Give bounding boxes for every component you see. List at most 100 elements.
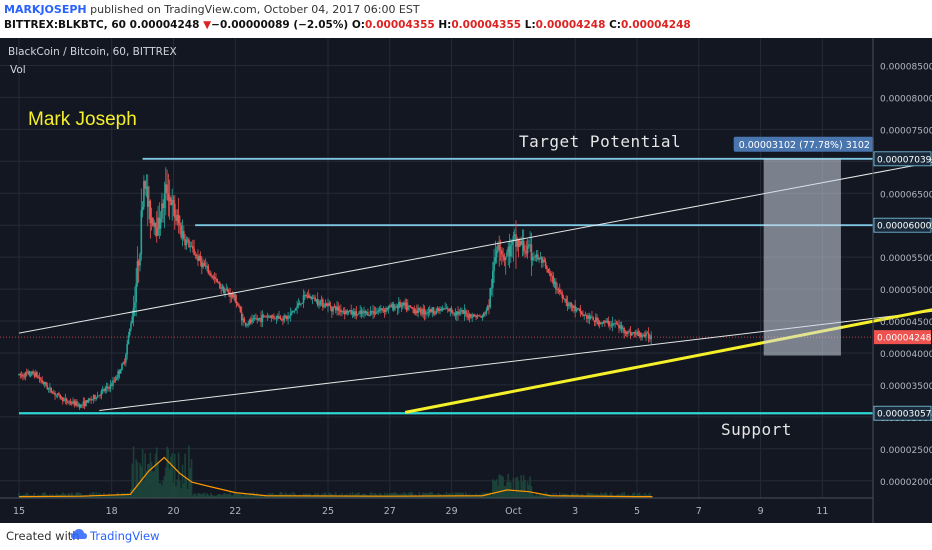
candle-body [464,310,467,314]
volume-bar [486,492,489,498]
candle-body [401,302,404,305]
candle-body [76,401,78,406]
candle-body [167,193,170,202]
volume-bar [515,477,517,498]
candle-body [121,363,123,370]
volume-bar [139,463,141,498]
candle-body [373,311,376,315]
candle-body [566,302,569,306]
candle-body [392,304,395,310]
volume-bar [248,492,251,498]
candle-body [379,308,382,310]
candle-body [445,308,448,310]
candle-body [300,303,302,305]
candle-body [305,295,307,297]
volume-bar [431,492,434,498]
candle-body [280,318,283,320]
candle-body [410,306,413,309]
volume-bar [356,492,359,498]
candle-body [69,401,72,404]
candle-body [548,272,551,274]
candle-body [472,314,475,317]
candle-body [309,296,311,298]
volume-bar [153,471,155,498]
candle-body [320,299,323,302]
price-label: 0.00007039 [877,155,932,165]
volume-bar [391,492,394,498]
candle-body [238,305,240,308]
volume-bar [43,492,46,498]
volume-bar [464,492,467,498]
candle-body [145,186,148,189]
candle-body [598,322,601,325]
candle-body [499,250,502,252]
candle-body [65,398,68,402]
candle-body [45,382,47,387]
volume-bar [149,452,152,498]
y-tick-label: 0.00008500 [880,62,932,72]
candle-body [18,374,20,376]
candle-body [387,306,390,310]
candle-body [173,203,176,218]
volume-bar [186,488,189,498]
candle-body [403,302,405,306]
candle-body [647,332,650,339]
volume-bar [189,468,192,498]
volume-bar [195,495,198,498]
candle-body [298,303,301,305]
candle-body [426,312,428,314]
y-tick-label: 0.00006500 [880,190,932,200]
volume-bar [203,492,206,498]
candle-body [172,200,175,204]
candle-body [91,399,94,400]
volume-bar [413,495,416,498]
candle-body [333,306,336,308]
candle-body [641,335,643,338]
volume-bar [537,495,539,498]
candle-body [361,312,364,314]
candle-body [449,308,452,312]
candle-body [367,311,369,316]
volume-bar [513,492,516,498]
volume-bar [498,474,501,498]
candle-body [168,197,171,202]
price-chart[interactable]: 0.00003102 (77.78%) 3102 0.00008500 0.000… [0,38,932,523]
y-tick-label: 0.00007500 [880,126,932,136]
candle-body [257,318,260,320]
candle-body [553,281,556,285]
author-link[interactable]: MARKJOSEPH [4,3,87,16]
volume-bar [418,492,421,498]
candle-body [306,295,309,297]
candle-body [495,250,498,258]
candle-body [302,295,305,303]
candle-body [645,332,647,337]
tradingview-link[interactable]: TradingView [90,529,160,543]
volume-bar [369,492,372,498]
candle-body [25,372,28,374]
candle-body [409,305,412,307]
candle-body [567,304,570,306]
volume-bar [292,492,295,498]
candle-body [419,309,422,314]
candle-body [506,252,508,257]
candle-body [247,324,249,325]
measure-projection[interactable]: 0.00003102 (77.78%) 3102 [733,136,874,356]
volume-bar [204,495,207,498]
volume-bar [249,493,252,498]
candle-body [640,332,642,338]
candle-body [141,207,144,211]
candle-body [552,275,555,285]
volume-bar [444,495,446,498]
candle-body [273,315,275,319]
x-tick-label: 25 [322,506,334,517]
candle-body [220,288,222,289]
x-tick-label: Oct [505,506,522,517]
candle-body [551,275,553,277]
volume-bar [122,495,125,498]
volume-bar [408,492,410,498]
candle-body [154,222,157,228]
candle-body [583,314,586,316]
candle-body [405,302,408,310]
volume-bar [216,494,219,498]
volume-bar [229,492,231,498]
